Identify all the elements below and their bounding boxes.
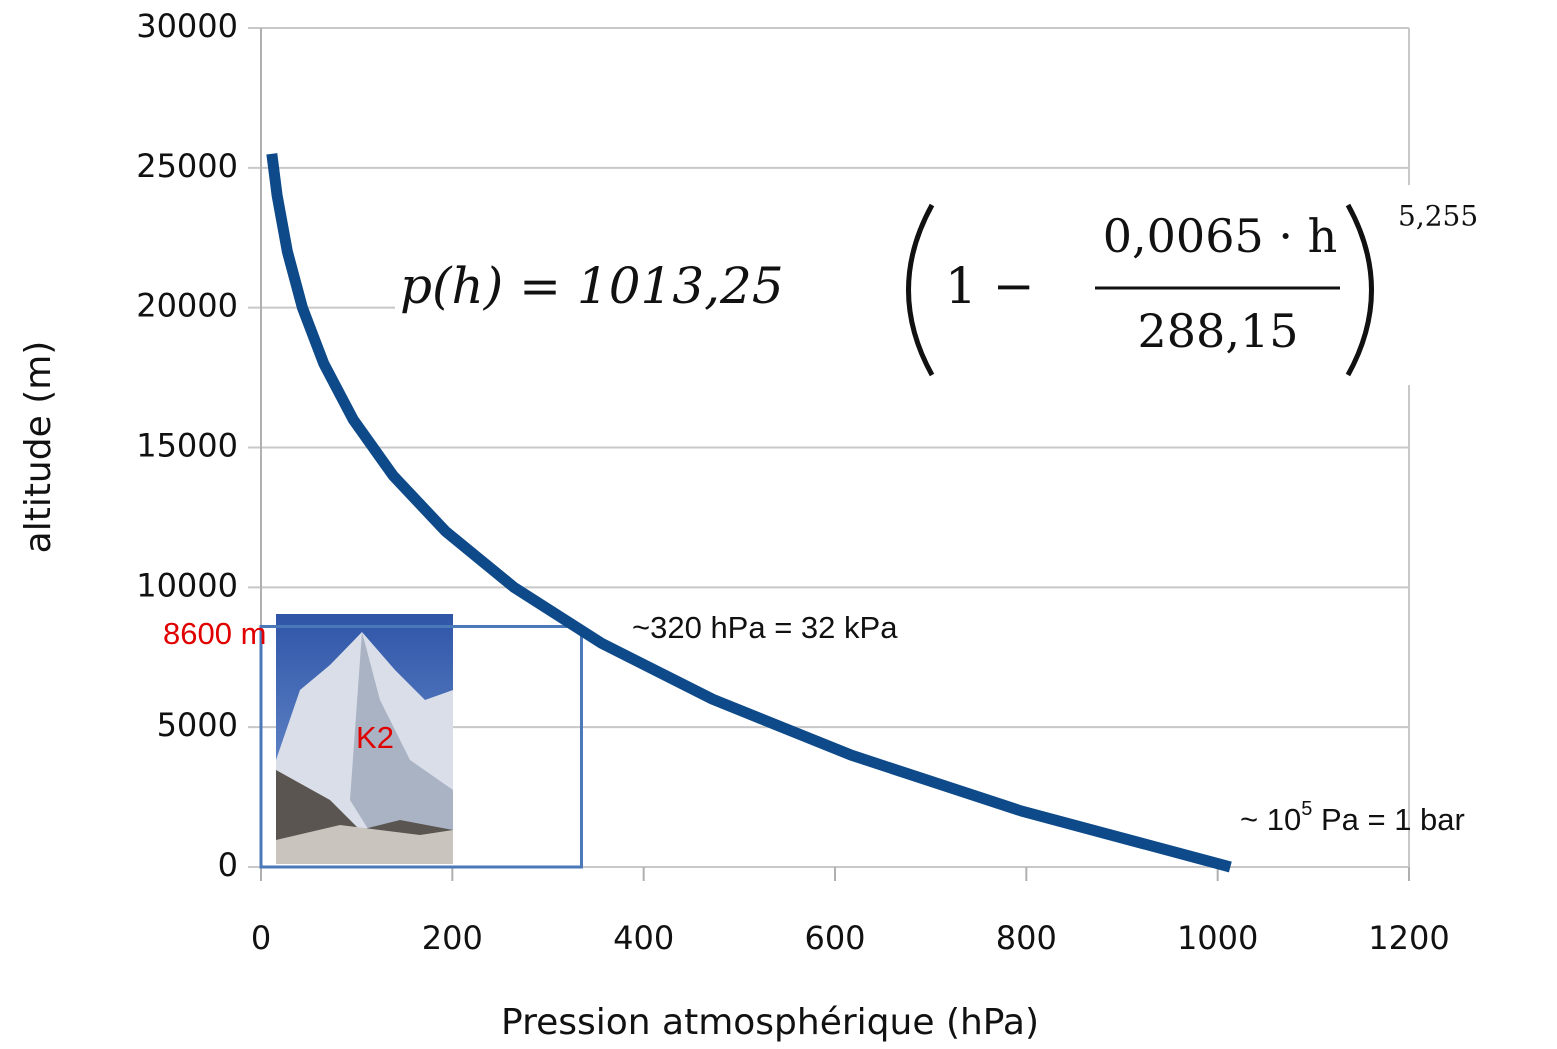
y-tick-label: 10000 [136,566,238,604]
x-axis-label: Pression atmosphérique (hPa) [501,1002,1039,1043]
curve [266,153,1232,873]
formula-denominator: 288,15 [1138,304,1299,358]
x-tick-label: 600 [804,919,865,957]
x-tick-label: 1000 [1177,919,1258,957]
y-tick-label: 15000 [136,427,238,465]
y-tick-label: 20000 [136,287,238,325]
x-tick-label: 1200 [1368,919,1449,957]
paren-open [906,203,935,377]
x-tick-label: 400 [613,919,674,957]
formula-lhs: p(h) = 1013,25 [400,257,784,315]
formula-numerator: 0,0065 · h [1103,209,1337,263]
x-tick-label: 0 [251,919,271,957]
y-tick-label: 0 [218,846,238,884]
formula-one-minus: 1 − [945,257,1035,315]
formula-exponent: 5,255 [1398,200,1478,233]
reference-box [259,624,583,869]
y-axis-label: altitude (m) [18,341,59,554]
paren-close [1345,203,1374,377]
k2-photo [276,614,453,864]
k2-label: K2 [356,720,394,755]
x-tick-label: 800 [996,919,1057,957]
y-tick-label: 5000 [157,706,238,744]
sea-level-sup: 5 [1301,798,1312,820]
y-tick-label: 25000 [136,147,238,185]
altitude-annotation: 8600 m [163,616,266,651]
pressure-annotation: ~320 hPa = 32 kPa [632,610,898,645]
formula-background [395,185,1410,385]
y-tick-label: 30000 [136,7,238,45]
sea-level-annotation: ~ 105 Pa = 1 bar [1240,798,1465,837]
x-tick-label: 200 [422,919,483,957]
sea-level-prefix: ~ 10 [1240,802,1301,837]
sea-level-suffix: Pa = 1 bar [1312,802,1465,837]
